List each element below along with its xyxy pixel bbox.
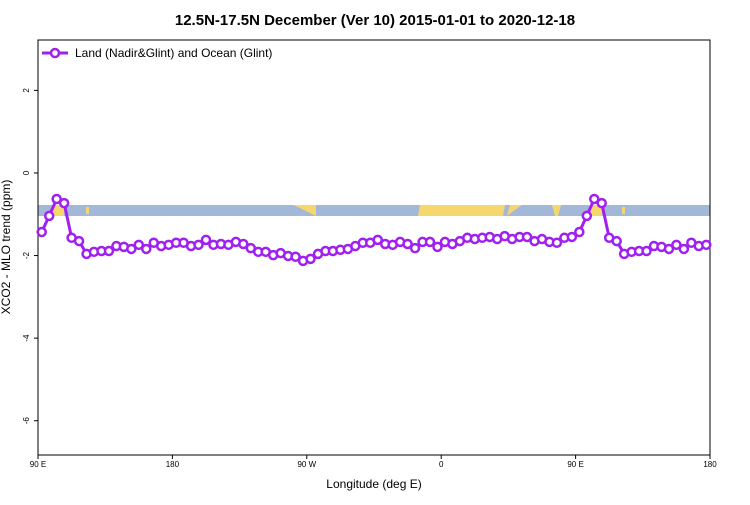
- data-point: [43, 210, 55, 222]
- land: [552, 205, 561, 216]
- data-point: [372, 234, 383, 246]
- x-tick-label: 180: [703, 460, 717, 469]
- land: [589, 205, 602, 216]
- data-point: [409, 242, 421, 254]
- data-point: [581, 210, 593, 222]
- data-point: [641, 245, 652, 257]
- data-point: [290, 251, 301, 263]
- land: [86, 207, 89, 214]
- land: [418, 205, 505, 216]
- x-tick-label: 180: [166, 460, 180, 469]
- legend-label: Land (Nadir&Glint) and Ocean (Glint): [75, 46, 272, 60]
- land: [293, 205, 316, 216]
- x-axis-label: Longitude (deg E): [326, 477, 421, 491]
- data-point: [238, 238, 249, 250]
- land: [52, 205, 64, 216]
- y-axis-label: XCO2 - MLO trend (ppm): [0, 180, 13, 315]
- data-point: [200, 234, 212, 246]
- data-point: [51, 193, 62, 205]
- x-tick-label: 90 W: [297, 460, 316, 469]
- data-point: [596, 197, 607, 209]
- data-point: [574, 226, 585, 238]
- data-point: [305, 253, 316, 265]
- data-point: [671, 239, 682, 251]
- map-strip: [38, 205, 710, 216]
- x-tick-label: 90 E: [567, 460, 583, 469]
- data-point: [551, 237, 563, 249]
- data-point: [424, 236, 436, 248]
- data-point: [103, 245, 115, 257]
- y-tick-label: -6: [22, 417, 31, 425]
- legend-marker: [49, 47, 61, 59]
- data-point: [566, 231, 578, 243]
- data-point: [402, 238, 413, 250]
- data-point: [701, 239, 712, 251]
- data-point: [126, 243, 137, 255]
- y-tick-label: 2: [22, 88, 31, 93]
- y-tick-label: 0: [22, 170, 31, 175]
- land: [507, 205, 522, 216]
- data-point: [521, 231, 533, 243]
- y-tick-label: -4: [22, 334, 31, 342]
- y-tick-label: -2: [22, 251, 31, 259]
- x-tick-label: 0: [439, 460, 444, 469]
- data-point: [611, 235, 622, 247]
- data-point: [589, 193, 600, 205]
- chart-title: 12.5N-17.5N December (Ver 10) 2015-01-01…: [175, 12, 575, 29]
- data-point: [193, 239, 204, 251]
- data-point: [432, 241, 443, 253]
- data-point: [133, 239, 145, 251]
- data-point: [36, 226, 47, 238]
- ocean-band: [38, 205, 710, 216]
- data-point: [141, 243, 152, 255]
- data-point: [58, 197, 70, 209]
- data-point: [678, 243, 690, 255]
- data-point: [663, 243, 675, 255]
- data-point: [73, 235, 85, 247]
- land: [622, 207, 625, 214]
- x-tick-label: 90 E: [30, 460, 46, 469]
